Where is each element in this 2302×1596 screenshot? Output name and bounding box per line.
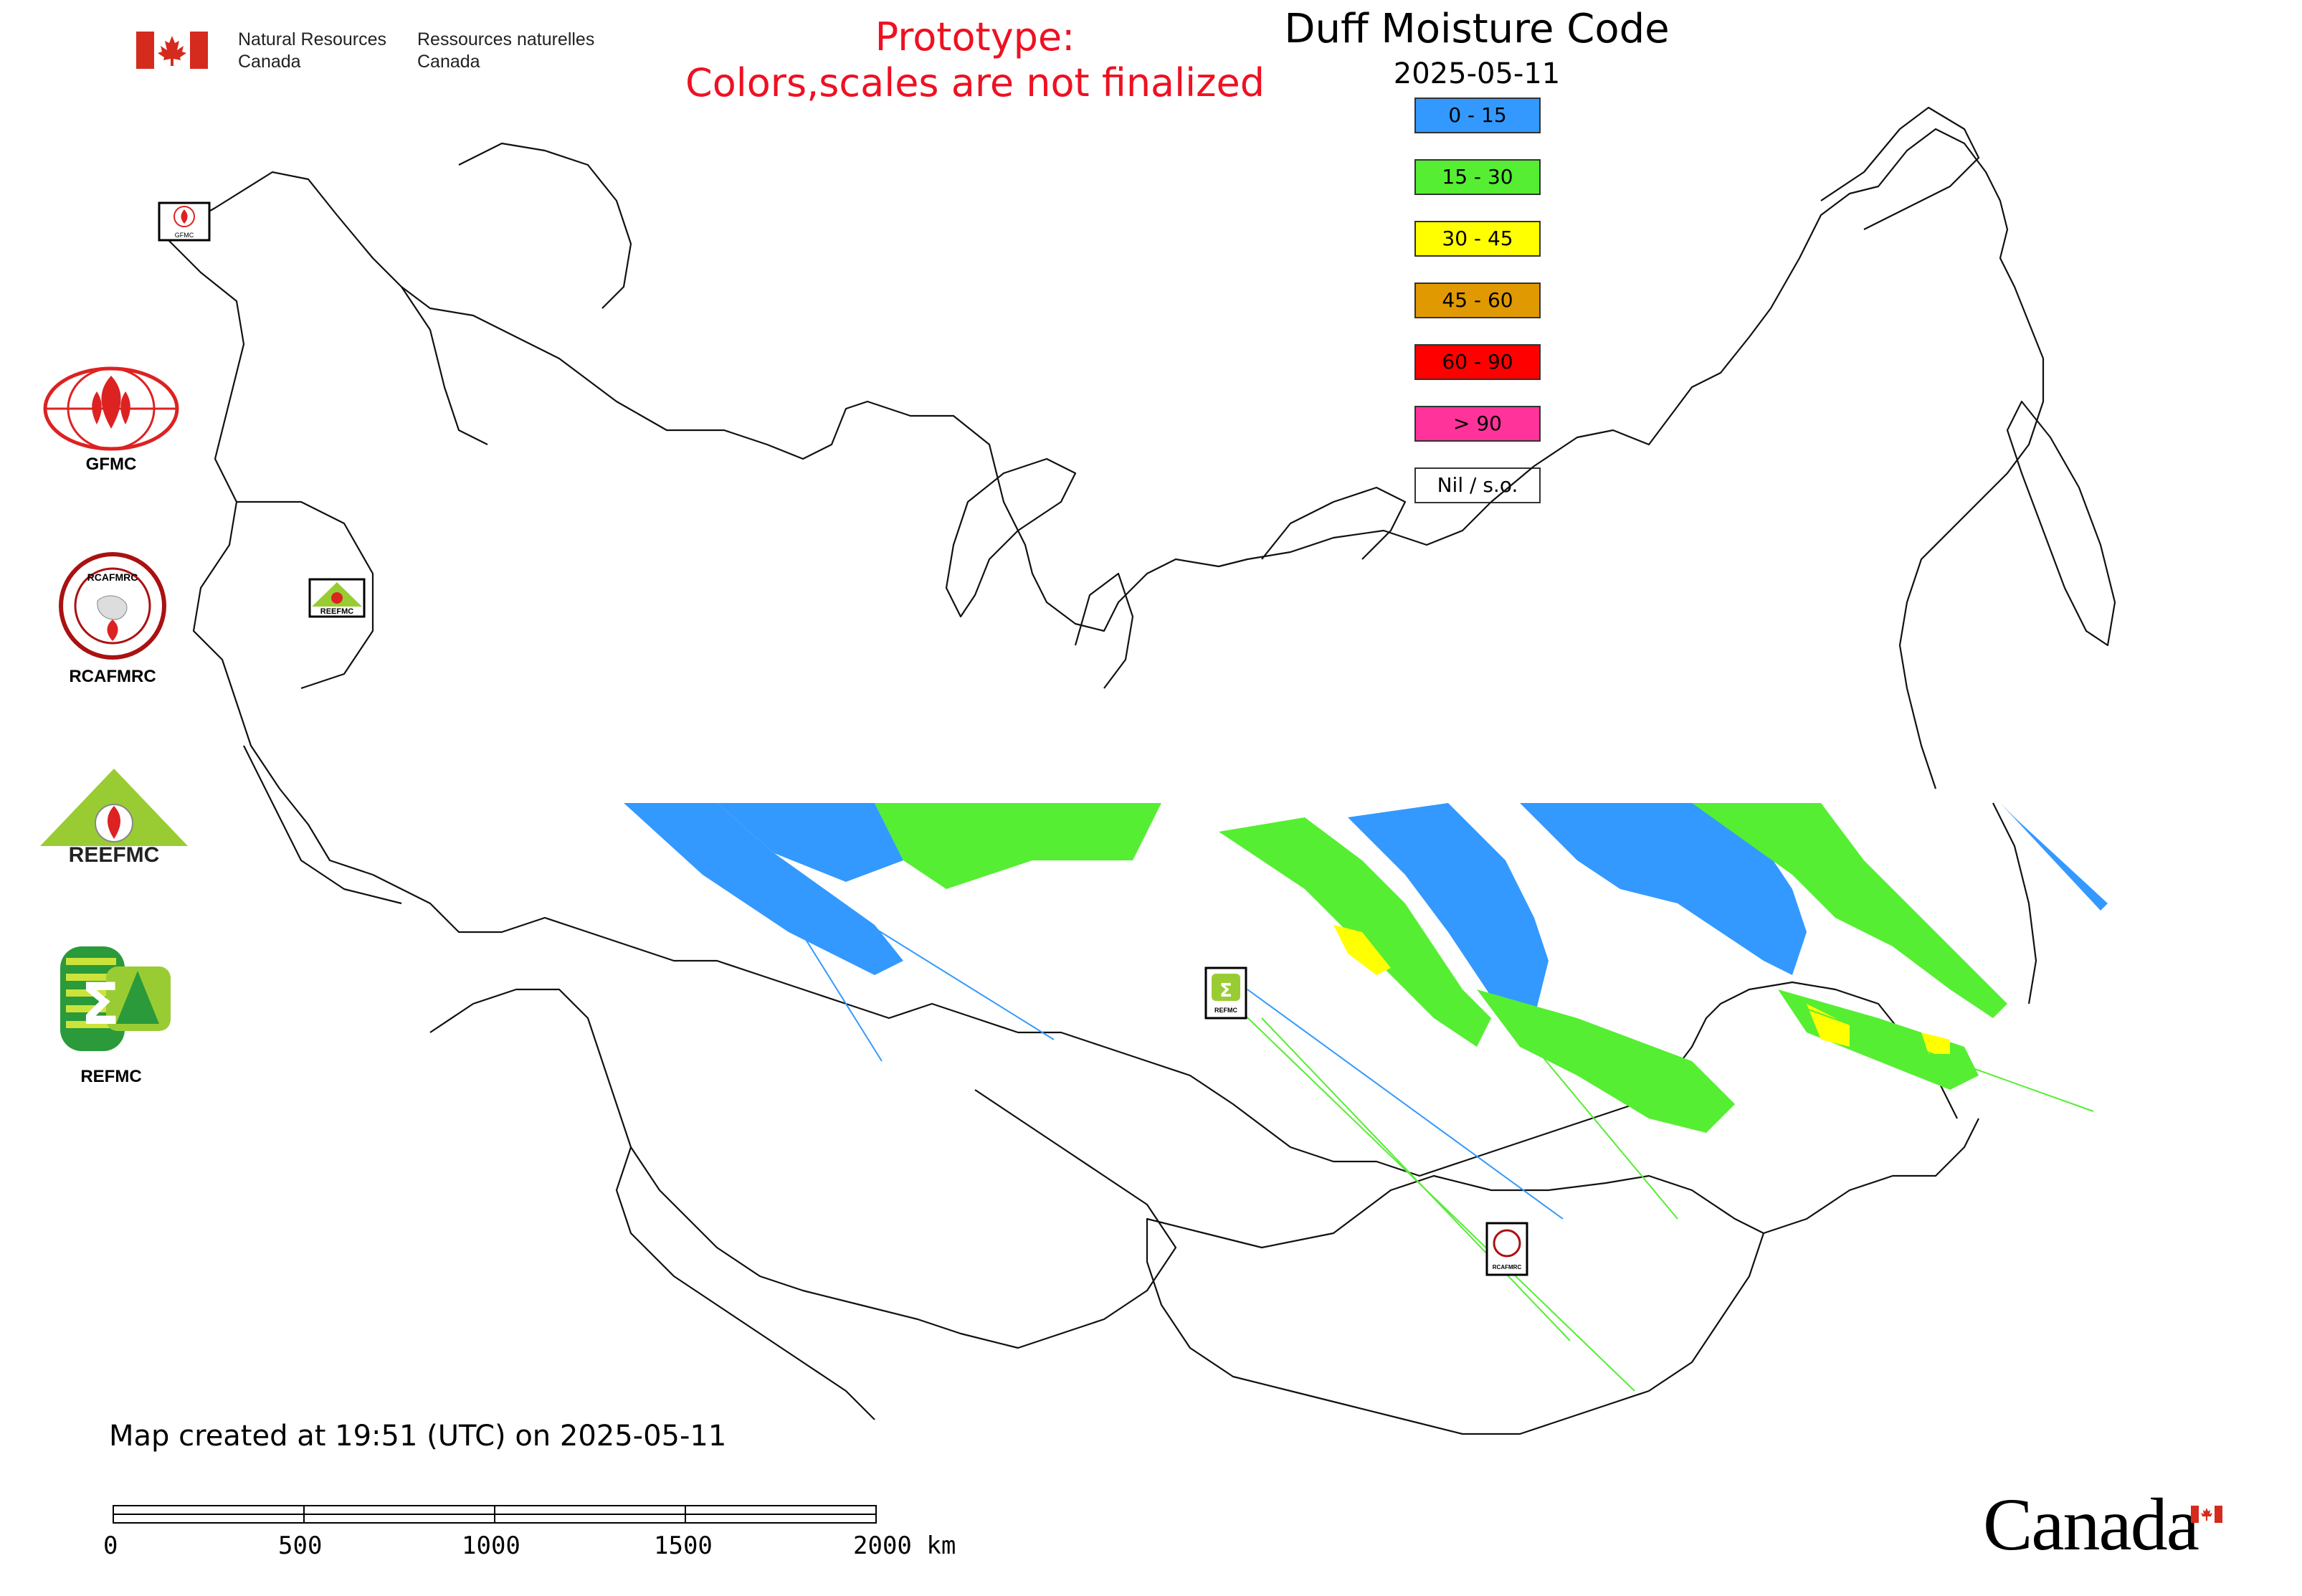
legend-label: 30 - 45: [1442, 227, 1513, 250]
russia-south-border: [372, 874, 1958, 1177]
legend-item-30-45: 30 - 45: [1414, 221, 1541, 257]
dmc-streaks-blue: [774, 874, 1564, 1220]
legend-label: 15 - 30: [1442, 165, 1513, 189]
scale-label-500: 500: [278, 1531, 323, 1560]
dmc-zone-15-30: [832, 803, 1161, 889]
svg-text:Σ: Σ: [81, 971, 120, 1037]
rcafmrc-logo: RCAFMRC: [59, 552, 166, 660]
scale-label-1000: 1000: [462, 1531, 520, 1560]
taymyr: [1261, 486, 1407, 560]
prototype-line1: Prototype:: [875, 14, 1075, 60]
gfmc-logo-label: GFMC: [85, 455, 137, 474]
legend-label: 0 - 15: [1448, 103, 1507, 127]
dmc-zone-30-45: [1333, 925, 1391, 975]
org-fr-line2: Canada: [417, 52, 480, 72]
chukotka: [1820, 106, 1980, 230]
scale-label-0: 0: [103, 1531, 118, 1560]
sakhalin: [1992, 802, 2037, 1004]
svg-text:Σ: Σ: [1219, 980, 1232, 1002]
dmc-raster: [624, 803, 2108, 1392]
org-fr-line1: Ressources naturelles: [417, 29, 595, 49]
russia-north-coast: [164, 128, 2045, 789]
dmc-zone-15-30: [1477, 989, 1735, 1133]
legend-item-0-15: 0 - 15: [1414, 98, 1541, 133]
finland-border: [401, 286, 488, 445]
mongolia-border: [1146, 1174, 1765, 1435]
legend-label: Nil / s.o.: [1437, 473, 1518, 497]
dmc-zone-0-15: [1520, 803, 1807, 975]
refmc-marker-label: REFMC: [1214, 1007, 1237, 1014]
legend-label: 45 - 60: [1442, 288, 1513, 312]
map-date: 2025-05-11: [1393, 57, 1561, 90]
belarus-ukraine: [237, 500, 374, 690]
kazakhstan-border: [429, 988, 1177, 1349]
dmc-zone-0-15: [717, 803, 903, 882]
reefmc-logo-text: REEFMC: [69, 843, 160, 866]
org-name-french: Ressources naturelles Canada: [417, 29, 594, 73]
org-name-english: Natural Resources Canada: [238, 29, 386, 73]
gfmc-marker: GFMC: [158, 201, 211, 242]
refmc-logo-label: REFMC: [80, 1067, 142, 1086]
reefmc-marker: REEFMC: [308, 578, 366, 618]
legend-item-15-30: 15 - 30: [1414, 159, 1541, 195]
reefmc-logo: REEFMC: [40, 769, 188, 866]
refmc-logo: Σ: [60, 946, 171, 1051]
refmc-marker: Σ REFMC: [1204, 966, 1247, 1020]
legend-item-45-60: 45 - 60: [1414, 282, 1541, 318]
rcafmrc-marker-label: RCAFMRC: [1493, 1264, 1522, 1270]
org-en-line1: Natural Resources: [238, 29, 387, 49]
map-title: Duff Moisture Code: [1284, 6, 1670, 52]
rcafmrc-logo-label: RCAFMRC: [69, 667, 156, 686]
china-manchuria: [1763, 1118, 1979, 1235]
canada-wordmark: Canada: [1983, 1483, 2199, 1566]
scale-label-2000: 2000 km: [853, 1531, 956, 1560]
dmc-zone-0-15: [1348, 803, 1549, 1018]
prototype-line2: Colors,scales are not finalized: [685, 60, 1265, 105]
legend-item-60-90: 60 - 90: [1414, 344, 1541, 380]
legend-item-gt-90: > 90: [1414, 406, 1541, 442]
dmc-zone-30-45: [1807, 1004, 1850, 1047]
russia-west-border: [164, 236, 374, 876]
rcafmrc-logo-text: RCAFMRC: [87, 571, 138, 583]
dmc-zone-0-15: [624, 803, 903, 975]
scale-label-1500: 1500: [654, 1531, 713, 1560]
gfmc-logo: [43, 366, 179, 451]
nordic-outline: [458, 142, 632, 309]
legend-label: > 90: [1453, 412, 1502, 435]
canada-wordmark-flag-icon: [2191, 1506, 2222, 1523]
map-created-timestamp: Map created at 19:51 (UTC) on 2025-05-11: [109, 1420, 727, 1453]
caucasus: [243, 745, 402, 905]
legend-item-nil: Nil / s.o.: [1414, 467, 1541, 503]
dmc-zone-0-15: [2000, 803, 2108, 911]
country-boundaries: [164, 106, 2116, 1435]
dmc-streaks-green: [1232, 1003, 2094, 1392]
central-asia: [615, 1146, 875, 1420]
prototype-notice: Prototype: Colors,scales are not finaliz…: [660, 14, 1290, 106]
yamal: [1074, 572, 1134, 689]
dmc-zone-30-45: [1921, 1032, 1950, 1054]
dmc-zone-15-30: [1692, 803, 2007, 1018]
kamchatka-outline: [2006, 400, 2116, 647]
org-en-line2: Canada: [238, 52, 301, 72]
gfmc-marker-label: GFMC: [175, 232, 194, 239]
canada-flag-icon: [136, 32, 208, 69]
legend-label: 60 - 90: [1442, 350, 1513, 374]
scale-bar: [113, 1505, 877, 1524]
novaya-zemlya: [945, 457, 1077, 618]
reefmc-marker-label: REEFMC: [320, 607, 354, 616]
rcafmrc-marker: RCAFMRC: [1485, 1222, 1528, 1276]
